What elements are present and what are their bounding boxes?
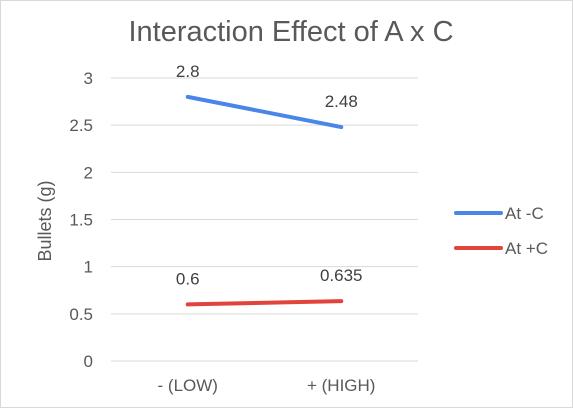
legend[interactable]: At -C At +C (454, 204, 548, 258)
y-tick-label: 2 (84, 163, 93, 182)
chart-title: Interaction Effect of A x C (128, 16, 453, 48)
gridlines (111, 77, 418, 362)
y-tick-label: 1 (84, 258, 93, 277)
legend-item[interactable]: At -C (454, 204, 544, 223)
y-tick-label: 1.5 (69, 211, 93, 230)
legend-label: At +C (505, 239, 548, 258)
legend-item[interactable]: At +C (454, 239, 548, 258)
x-tick-label: + (HIGH) (307, 376, 375, 395)
y-tick-label: 0 (84, 352, 93, 371)
x-tick-label: - (LOW) (158, 376, 218, 395)
y-tick-label: 2.5 (69, 116, 93, 135)
data-label: 2.8 (176, 62, 200, 81)
data-label: 0.6 (176, 269, 200, 288)
x-axis-ticks: - (LOW) + (HIGH) (158, 376, 376, 395)
data-label: 0.635 (320, 266, 363, 285)
series-line (185, 94, 344, 130)
legend-label: At -C (505, 204, 544, 223)
y-axis-ticks: 0 0.5 1 1.5 2 2.5 3 (69, 69, 93, 371)
series-lines (185, 94, 344, 307)
y-axis-title: Bullets (g) (35, 180, 55, 261)
series-line (185, 299, 344, 307)
y-tick-label: 3 (84, 69, 93, 88)
y-tick-label: 0.5 (69, 305, 93, 324)
data-labels: 2.8 2.48 0.6 0.635 (176, 62, 363, 289)
data-label: 2.48 (325, 92, 358, 111)
